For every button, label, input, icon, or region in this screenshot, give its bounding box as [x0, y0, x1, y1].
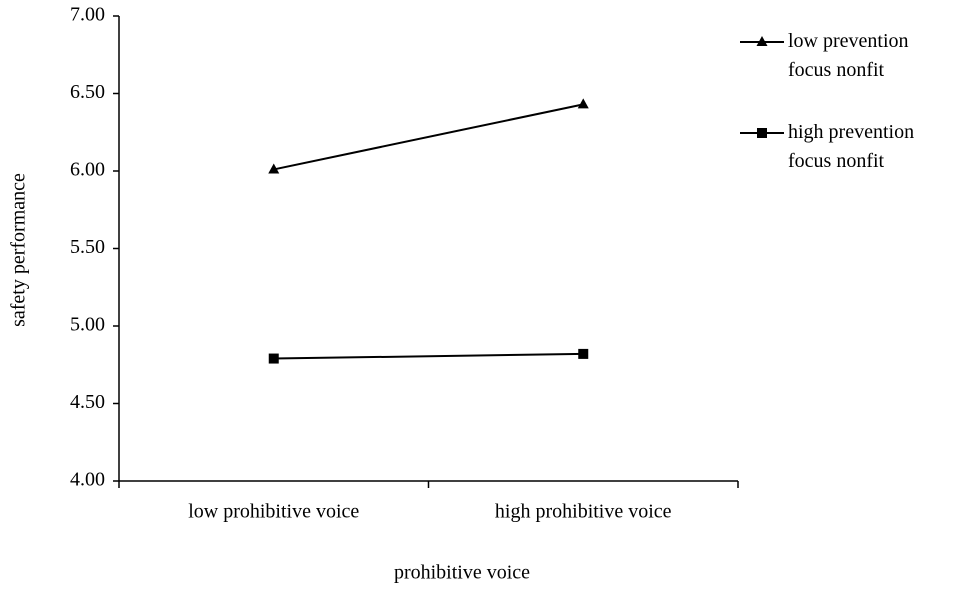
legend-label: low prevention focus nonfit [788, 30, 909, 81]
marker [756, 36, 768, 46]
y-tick-label: 6.00 [70, 159, 105, 181]
y-axis-label: safety performance [8, 173, 30, 327]
y-tick-label: 4.00 [70, 469, 105, 491]
marker [268, 163, 280, 174]
marker [578, 348, 589, 359]
y-tick-label: 5.50 [70, 236, 105, 258]
y-tick-label: 7.00 [70, 4, 105, 26]
x-axis-label: prohibitive voice [394, 562, 530, 584]
marker [577, 98, 589, 109]
x-tick-label: low prohibitive voice [188, 501, 359, 523]
y-tick-label: 5.00 [70, 314, 105, 336]
y-tick-label: 6.50 [70, 81, 105, 103]
series-line [273, 103, 584, 171]
legend-label: high prevention focus nonfit [788, 121, 915, 172]
marker [757, 128, 767, 138]
marker [268, 353, 279, 364]
series-line [273, 352, 584, 360]
x-tick-label: high prohibitive voice [495, 501, 672, 523]
y-tick-label: 4.50 [70, 391, 105, 413]
